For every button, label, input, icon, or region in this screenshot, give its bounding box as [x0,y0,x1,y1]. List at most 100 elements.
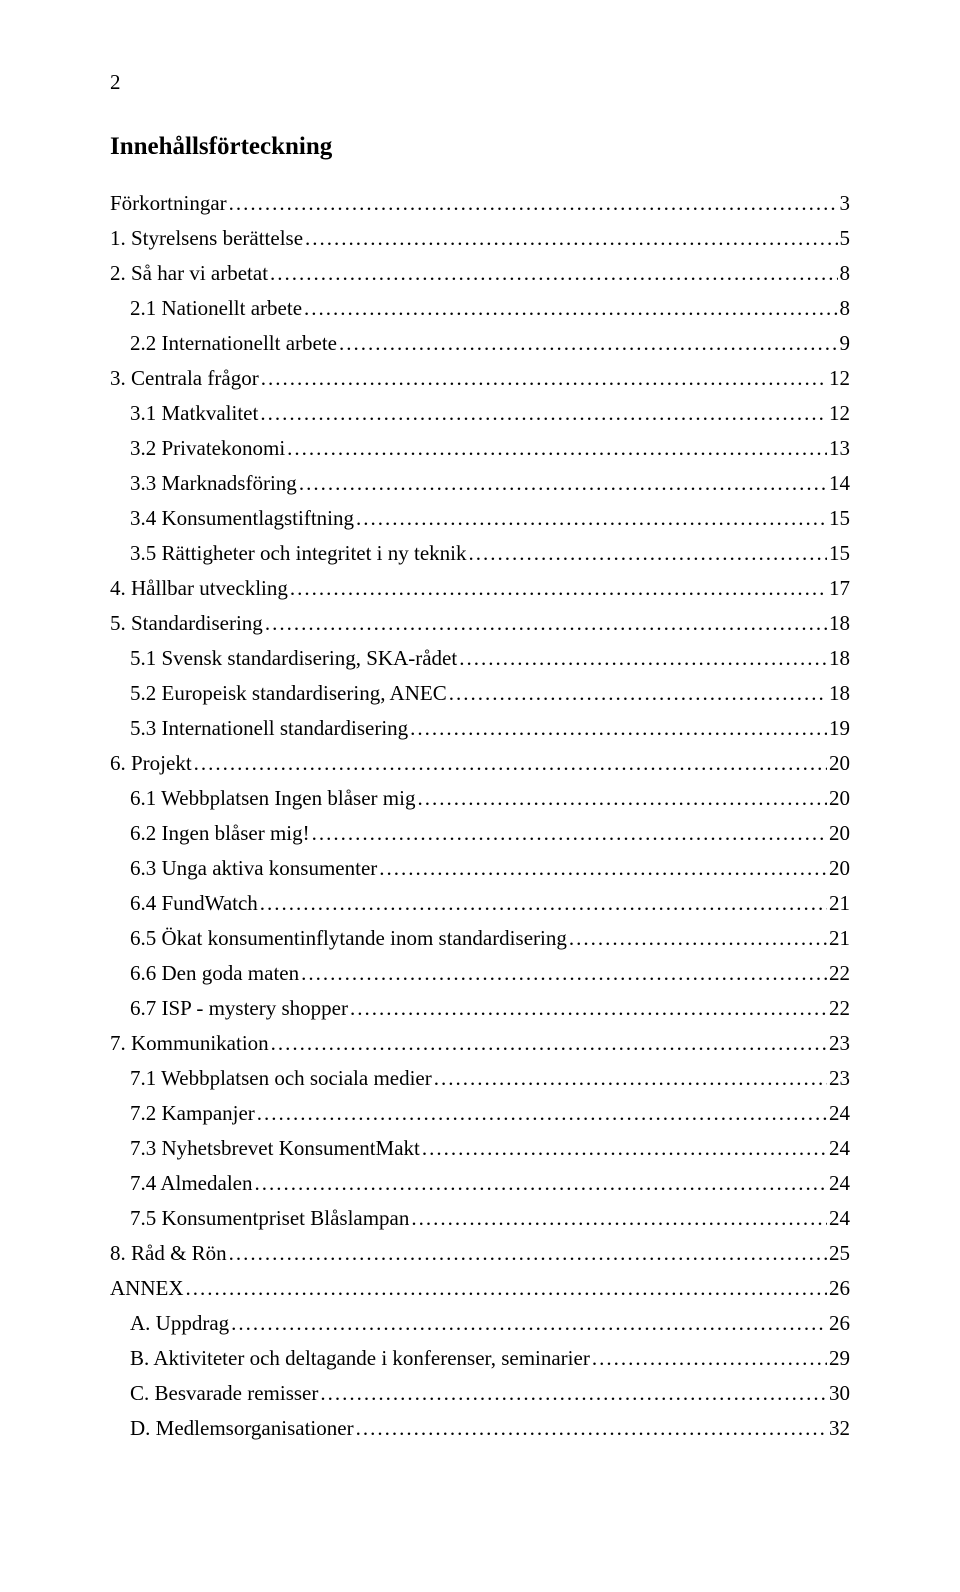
toc-row: 3.3 Marknadsföring14 [110,471,850,496]
toc-leader [312,821,827,846]
toc-row: 6.5 Ökat konsumentinflytande inom standa… [110,926,850,951]
toc-row: C. Besvarade remisser30 [110,1381,850,1406]
toc-leader [339,331,838,356]
toc-leader [422,1136,827,1161]
toc-row: A. Uppdrag 26 [110,1311,850,1336]
toc-row: 2.1 Nationellt arbete 8 [110,296,850,321]
toc-leader [194,751,827,776]
toc-label: D. Medlemsorganisationer [130,1416,354,1441]
toc-leader [411,1206,827,1231]
toc-row: 3. Centrala frågor12 [110,366,850,391]
toc-row: 3.4 Konsumentlagstiftning15 [110,506,850,531]
page-container: 2 Innehållsförteckning Förkortningar31. … [0,0,960,1441]
toc-row: 6.4 FundWatch 21 [110,891,850,916]
toc-row: 7.1 Webbplatsen och sociala medier23 [110,1066,850,1091]
toc-row: 3.1 Matkvalitet 12 [110,401,850,426]
toc-leader [410,716,827,741]
toc-page: 15 [829,541,850,566]
toc-label: 5.3 Internationell standardisering [130,716,408,741]
toc-row: 5.1 Svensk standardisering, SKA-rådet18 [110,646,850,671]
toc-label: 7.2 Kampanjer [130,1101,255,1126]
toc-page: 18 [829,611,850,636]
toc-row: 5.3 Internationell standardisering19 [110,716,850,741]
toc-page: 22 [829,996,850,1021]
toc-row: 8. Råd & Rön25 [110,1241,850,1266]
toc-leader [254,1171,827,1196]
toc-row: ANNEX 26 [110,1276,850,1301]
toc-leader [260,891,827,916]
toc-row: 2. Så har vi arbetat8 [110,261,850,286]
toc-row: 7.4 Almedalen 24 [110,1171,850,1196]
toc-page: 17 [829,576,850,601]
toc-label: 7.4 Almedalen [130,1171,252,1196]
toc-page: 24 [829,1206,850,1231]
toc-row: 1. Styrelsens berättelse5 [110,226,850,251]
toc-leader [304,296,837,321]
toc-leader [379,856,827,881]
toc-page: 21 [829,926,850,951]
toc-page: 26 [829,1311,850,1336]
toc-leader [231,1311,827,1336]
toc-leader [257,1101,827,1126]
page-number: 2 [110,70,850,95]
toc-page: 22 [829,961,850,986]
toc-page: 8 [840,296,851,321]
toc-label: ANNEX [110,1276,184,1301]
toc-leader [417,786,827,811]
toc-page: 20 [829,786,850,811]
toc-label: 2. Så har vi arbetat [110,261,268,286]
toc-label: 2.1 Nationellt arbete [130,296,302,321]
toc-page: 20 [829,751,850,776]
toc-leader [186,1276,828,1301]
toc-label: 6.6 Den goda maten [130,961,299,986]
toc-label: Förkortningar [110,191,227,216]
toc-leader [350,996,827,1021]
toc-row: 6. Projekt20 [110,751,850,776]
toc-row: 6.3 Unga aktiva konsumenter20 [110,856,850,881]
toc-page: 26 [829,1276,850,1301]
toc-label: C. Besvarade remisser [130,1381,318,1406]
toc-list: Förkortningar3 1. Styrelsens berättelse5 2… [110,191,850,1441]
toc-row: 6.1 Webbplatsen Ingen blåser mig 20 [110,786,850,811]
toc-leader [459,646,827,671]
toc-label: 6.5 Ökat konsumentinflytande inom standa… [130,926,567,951]
toc-page: 21 [829,891,850,916]
toc-leader [260,401,827,426]
toc-leader [305,226,837,251]
toc-label: 5.2 Europeisk standardisering, ANEC [130,681,447,706]
toc-label: B. Aktiviteter och deltagande i konferen… [130,1346,590,1371]
toc-page: 12 [829,401,850,426]
toc-leader [301,961,827,986]
toc-label: 3. Centrala frågor [110,366,259,391]
toc-label: 6.2 Ingen blåser mig! [130,821,310,846]
toc-label: 3.5 Rättigheter och integritet i ny tekn… [130,541,467,566]
toc-label: 7.1 Webbplatsen och sociala medier [130,1066,432,1091]
toc-label: 7. Kommunikation [110,1031,269,1056]
toc-page: 24 [829,1171,850,1196]
toc-label: 1. Styrelsens berättelse [110,226,303,251]
toc-leader [356,506,827,531]
toc-label: A. Uppdrag [130,1311,229,1336]
toc-row: 7. Kommunikation23 [110,1031,850,1056]
toc-page: 9 [840,331,851,356]
toc-leader [434,1066,827,1091]
toc-label: 3.4 Konsumentlagstiftning [130,506,354,531]
toc-row: 3.5 Rättigheter och integritet i ny tekn… [110,541,850,566]
toc-row: D. Medlemsorganisationer 32 [110,1416,850,1441]
toc-page: 29 [829,1346,850,1371]
toc-leader [290,576,827,601]
toc-label: 6.4 FundWatch [130,891,258,916]
toc-row: 6.6 Den goda maten 22 [110,961,850,986]
toc-label: 5. Standardisering [110,611,263,636]
toc-row: 7.2 Kampanjer 24 [110,1101,850,1126]
toc-label: 7.5 Konsumentpriset Blåslampan [130,1206,409,1231]
toc-label: 6.1 Webbplatsen Ingen blåser mig [130,786,415,811]
toc-row: 7.3 Nyhetsbrevet KonsumentMakt24 [110,1136,850,1161]
toc-label: 3.1 Matkvalitet [130,401,258,426]
toc-page: 14 [829,471,850,496]
toc-leader [229,1241,827,1266]
toc-page: 32 [829,1416,850,1441]
toc-row: Förkortningar3 [110,191,850,216]
toc-page: 24 [829,1101,850,1126]
toc-leader [320,1381,827,1406]
